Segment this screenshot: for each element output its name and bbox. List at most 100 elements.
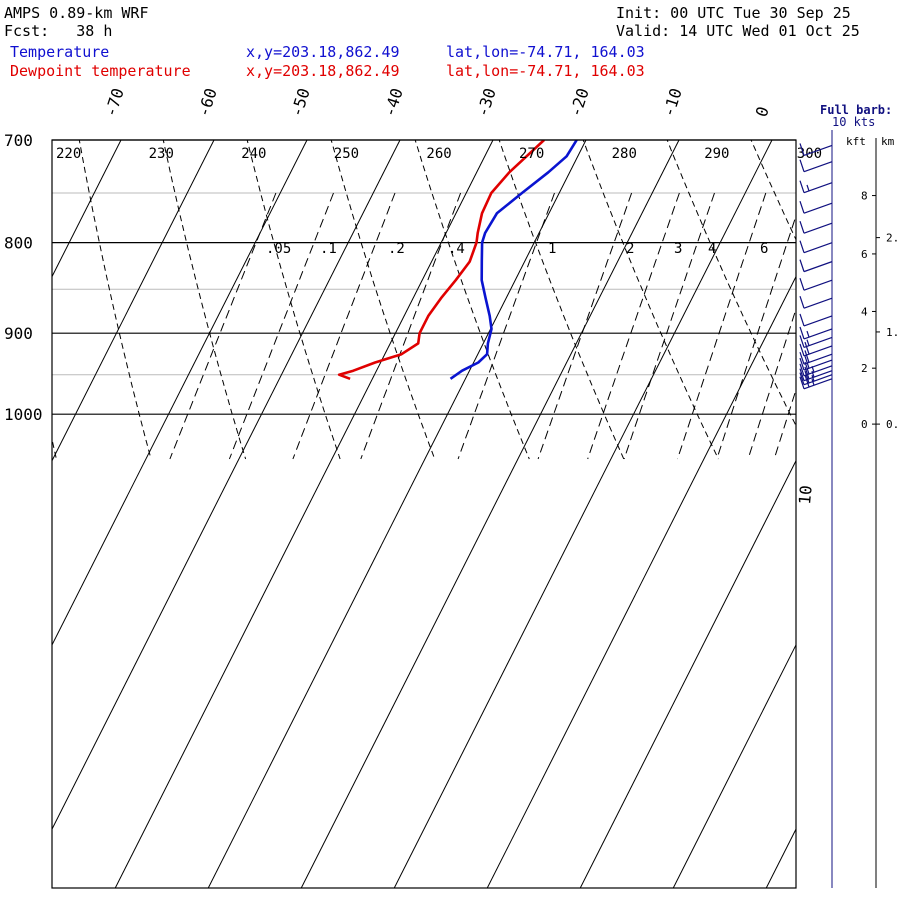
isotherm-label: -70 — [101, 86, 128, 119]
kft-label: 8 — [861, 190, 868, 203]
model-title: AMPS 0.89-km WRF — [4, 4, 149, 22]
wind-barb — [799, 374, 833, 390]
barb-flag — [799, 259, 805, 272]
barb-flag — [799, 352, 805, 365]
barb-shaft — [803, 222, 833, 234]
mixing-ratio-line — [169, 192, 277, 460]
barb-shaft — [803, 374, 833, 386]
barb-flag — [799, 326, 805, 340]
wind-barb — [799, 335, 833, 349]
barb-flag — [804, 366, 810, 380]
wind-barb — [799, 366, 833, 382]
wind-barb — [799, 220, 833, 234]
mixing-ratio-line — [716, 214, 796, 460]
wind-barb — [799, 240, 833, 254]
dry-adiabat-line — [582, 140, 719, 460]
dry-adiabat-line — [498, 140, 625, 460]
wind-barb — [799, 370, 833, 386]
pressure-label: 900 — [4, 324, 33, 343]
kft-label: 6 — [861, 248, 868, 261]
wind-barb — [799, 259, 833, 273]
barb-flag — [799, 296, 805, 309]
mixing-ratio-line — [747, 307, 796, 460]
mixing-ratio-line — [677, 192, 767, 460]
barb-flag — [799, 143, 805, 156]
kft-unit-label: kft — [846, 135, 866, 148]
isotherm-line — [765, 827, 796, 888]
wind-title: Full barb: — [820, 103, 892, 117]
theta-label: 240 — [241, 146, 266, 162]
barb-flag — [799, 368, 805, 381]
barb-half-flag — [811, 370, 815, 378]
wind-barb — [799, 313, 833, 327]
isotherm-line — [393, 140, 773, 888]
kft-label: 2 — [861, 362, 868, 375]
isotherm-label: -20 — [566, 86, 593, 119]
barb-shaft — [803, 202, 833, 214]
isotherm-label: -10 — [659, 86, 686, 119]
wind-barb — [799, 356, 833, 371]
barb-shaft — [803, 370, 833, 382]
mixing-ratio-line — [773, 388, 796, 460]
theta-label: 280 — [612, 146, 637, 162]
barb-flag — [799, 343, 805, 357]
latlon-dewpoint: lat,lon=-74.71, 164.03 — [446, 62, 645, 80]
isotherm-line — [672, 643, 796, 888]
mixing-ratio-label: 6 — [760, 241, 768, 257]
barb-flag — [804, 370, 810, 384]
isotherm-label: -60 — [194, 86, 221, 119]
valid-time: Valid: 14 UTC Wed 01 Oct 25 — [616, 22, 860, 40]
isotherm-line — [207, 140, 587, 888]
barb-flag — [799, 363, 805, 376]
wind-panel: Full barb:10 kts kft km 0 2 4 6 8 0. 1. 2. — [799, 103, 899, 888]
background-grid — [52, 140, 796, 888]
barb-shaft — [803, 336, 833, 349]
pressure-label: 700 — [4, 131, 33, 150]
barb-shaft — [803, 328, 833, 340]
mixing-ratio-label: .2 — [388, 241, 405, 257]
mixing-ratio-line — [587, 192, 680, 460]
barb-shaft — [803, 261, 833, 273]
dry-adiabat-line — [246, 140, 341, 460]
isotherm-label: -50 — [287, 86, 314, 119]
dry-adiabat-line — [330, 140, 436, 460]
grid-labels: 700 800 900 1000 -70 -60 -50 -40 -30 -20 -10 0 10 220… — [4, 86, 822, 505]
barb-shaft — [803, 161, 833, 173]
barb-flag — [799, 201, 805, 214]
barb-shaft — [803, 353, 833, 365]
wind-barb — [799, 326, 833, 340]
temperature-profile — [449, 140, 578, 380]
fcst-label: Fcst: — [4, 22, 50, 40]
dewpoint-profile — [337, 140, 545, 381]
wind-barb — [799, 361, 833, 377]
wind-barb — [799, 180, 833, 194]
theta-label: 260 — [426, 146, 451, 162]
barb-shaft — [803, 279, 833, 291]
mixing-ratio-label: .05 — [266, 241, 291, 257]
isotherm-line — [52, 140, 122, 278]
barb-flag — [799, 159, 805, 172]
barb-half-flag — [811, 378, 815, 386]
km-unit-label: km — [881, 135, 895, 148]
pressure-label: 800 — [4, 234, 33, 253]
wind-subtitle: 10 kts — [832, 115, 875, 129]
barb-flag — [804, 356, 810, 369]
km-label: 2. — [886, 232, 899, 245]
barb-flag — [799, 376, 805, 389]
mixing-ratio-line — [292, 192, 396, 460]
sounding-profiles — [337, 140, 578, 381]
mixing-ratio-line — [360, 192, 462, 460]
isotherm-label: 10 — [795, 485, 816, 506]
theta-label: 290 — [704, 146, 729, 162]
xy-dewpoint: x,y=203.18,862.49 — [246, 62, 400, 80]
wind-barb — [799, 143, 833, 157]
barb-flag — [799, 313, 805, 327]
mixing-ratio-label: 4 — [708, 241, 716, 257]
isotherm-line — [486, 275, 796, 888]
barb-flag — [799, 240, 805, 253]
mixing-ratio-label: 2 — [626, 241, 634, 257]
barb-shaft — [803, 359, 833, 371]
barb-shaft — [803, 365, 833, 377]
isotherm-line — [300, 140, 680, 888]
